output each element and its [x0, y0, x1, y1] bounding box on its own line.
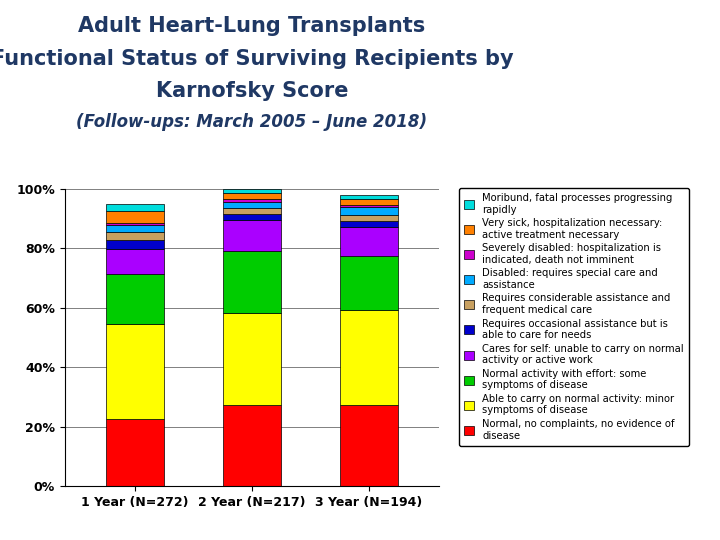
Bar [340, 199, 398, 205]
Bar [340, 215, 398, 221]
Bar [340, 221, 398, 227]
Bar [222, 202, 282, 208]
Bar [106, 274, 164, 325]
Bar [222, 220, 282, 251]
Bar [222, 214, 282, 220]
Bar [106, 240, 164, 249]
Bar [106, 420, 164, 486]
Bar [340, 207, 398, 215]
Bar [340, 256, 398, 310]
Bar [106, 325, 164, 420]
Text: (Follow-ups: March 2005 – June 2018): (Follow-ups: March 2005 – June 2018) [76, 113, 428, 131]
Bar [222, 251, 282, 313]
Bar [222, 199, 282, 202]
Bar [222, 208, 282, 214]
Bar [222, 193, 282, 199]
Bar [340, 405, 398, 486]
Bar [222, 313, 282, 405]
Text: Karnofsky Score: Karnofsky Score [156, 81, 348, 101]
Legend: Moribund, fatal processes progressing
rapidly, Very sick, hospitalization necess: Moribund, fatal processes progressing ra… [459, 188, 689, 446]
Bar [222, 189, 282, 193]
Bar [106, 211, 164, 223]
Bar [106, 204, 164, 211]
Bar [106, 232, 164, 240]
Bar [222, 405, 282, 486]
Bar [340, 227, 398, 256]
Bar [106, 225, 164, 232]
Text: Functional Status of Surviving Recipients by: Functional Status of Surviving Recipient… [0, 49, 513, 69]
Bar [106, 223, 164, 225]
Bar [340, 310, 398, 405]
Bar [340, 195, 398, 199]
Text: Adult Heart-Lung Transplants: Adult Heart-Lung Transplants [78, 16, 426, 36]
Bar [340, 205, 398, 207]
Bar [106, 249, 164, 274]
